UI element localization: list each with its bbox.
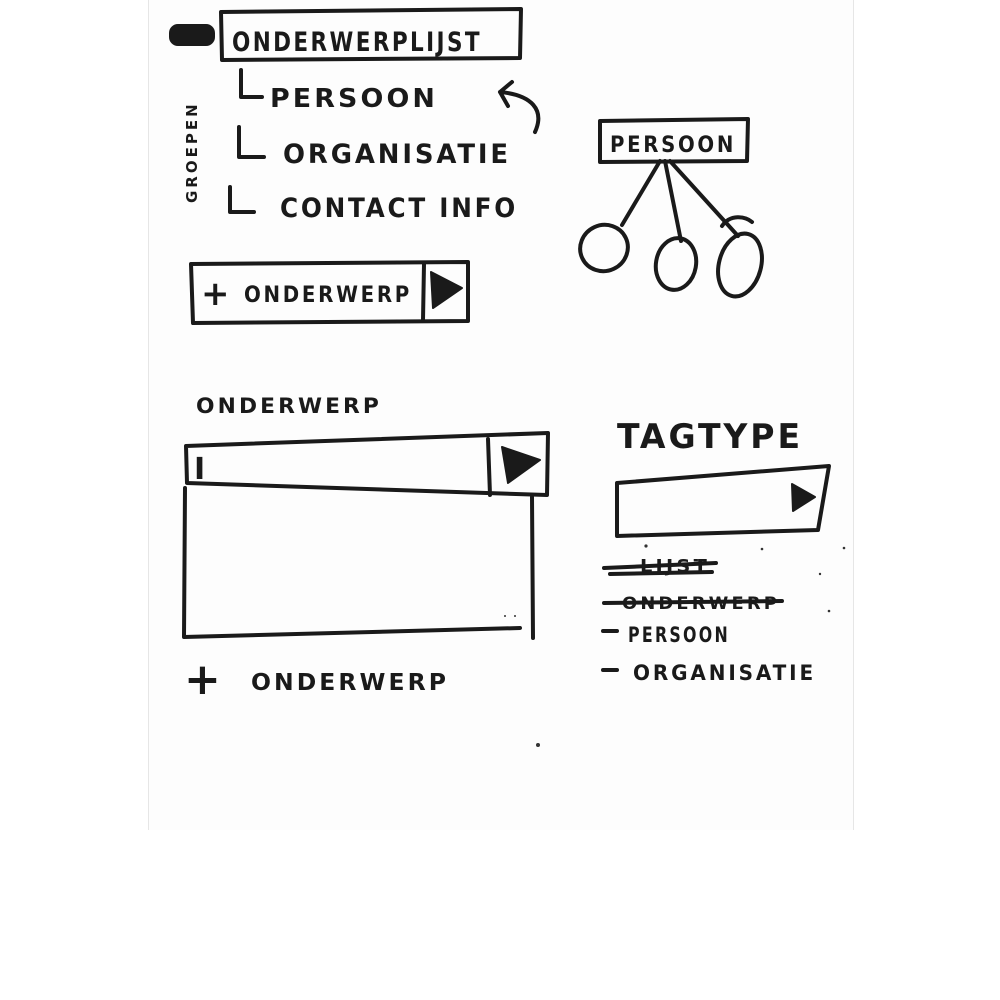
- move-arrow-icon: [498, 80, 541, 134]
- subject-combo[interactable]: I: [184, 431, 550, 497]
- list-item-contact-info[interactable]: CONTACT INFO: [228, 185, 518, 224]
- add-subject-label: ONDERWERP: [251, 670, 449, 696]
- add-subject-dropdown[interactable]: + ONDERWERP: [189, 260, 470, 325]
- add-subject-label: ONDERWERP: [244, 283, 412, 308]
- tag-type-select[interactable]: [615, 464, 831, 538]
- subject-input-field: [184, 431, 550, 497]
- sketch-paper: [148, 0, 854, 830]
- list-header[interactable]: ONDERWERPLIJST: [219, 7, 523, 62]
- tree-branch-icon: [237, 125, 266, 159]
- strikethrough-mark: [602, 599, 784, 605]
- strikethrough-mark: [602, 561, 718, 576]
- tree-root-node[interactable]: PERSOON: [598, 117, 750, 164]
- tag-type-option-label: ONDERWERP: [622, 594, 780, 614]
- tree-diagram: PERSOON: [578, 117, 764, 299]
- dropdown-arrow-icon: [791, 483, 816, 512]
- add-plus-glyph: +: [201, 274, 233, 314]
- tree-child-node: [578, 222, 630, 274]
- tag-type-option-organisatie[interactable]: ORGANISATIE: [601, 661, 816, 685]
- tree-edge: [620, 159, 662, 227]
- collapse-toggle-icon[interactable]: [169, 24, 215, 46]
- tag-type-option-label: PERSOON: [628, 623, 730, 647]
- tree-child-node: [716, 231, 764, 299]
- groups-panel: GROEPEN ONDERWERPLIJST PERSOON ORGANISAT…: [169, 7, 541, 325]
- list-header-label: ONDERWERPLIJST: [232, 27, 482, 58]
- list-item-label: ORGANISATIE: [283, 139, 511, 170]
- tag-type-option-lijst[interactable]: LIJST: [602, 556, 718, 577]
- ink-specks: [504, 544, 846, 747]
- tag-type-panel: TAGTYPE LIJST ONDERWERP PERSOON ORGANISA…: [601, 417, 831, 685]
- tree-root-label: PERSOON: [610, 133, 736, 158]
- tag-type-title: TAGTYPE: [617, 417, 803, 457]
- tree-branch-icon: [228, 185, 256, 214]
- list-item-label: CONTACT INFO: [280, 193, 518, 224]
- tag-type-option-onderwerp[interactable]: ONDERWERP: [602, 594, 784, 614]
- tree-edge: [668, 159, 740, 238]
- groups-side-label: GROEPEN: [183, 101, 201, 203]
- add-subject-link[interactable]: + ONDERWERP: [184, 654, 449, 705]
- list-item-organisatie[interactable]: ORGANISATIE: [237, 125, 511, 170]
- text-cursor-glyph: I: [194, 452, 208, 487]
- subject-list-box[interactable]: [182, 486, 535, 640]
- subject-editor-title: ONDERWERP: [196, 394, 382, 418]
- tag-type-option-label: ORGANISATIE: [633, 661, 816, 685]
- dropdown-arrow-icon: [501, 446, 541, 484]
- list-item-persoon[interactable]: PERSOON: [239, 68, 438, 114]
- add-plus-glyph: +: [184, 654, 224, 705]
- list-item-label: PERSOON: [270, 84, 438, 114]
- tree-branch-icon: [239, 68, 264, 99]
- dropdown-arrow-icon: [430, 271, 463, 309]
- tree-child-node: [653, 236, 699, 292]
- subject-editor: ONDERWERP I + ONDERWERP: [182, 394, 550, 705]
- tree-edge: [663, 159, 683, 243]
- combo-divider: [486, 437, 492, 497]
- dropdown-divider: [421, 262, 426, 322]
- tag-type-option-persoon[interactable]: PERSOON: [601, 623, 730, 647]
